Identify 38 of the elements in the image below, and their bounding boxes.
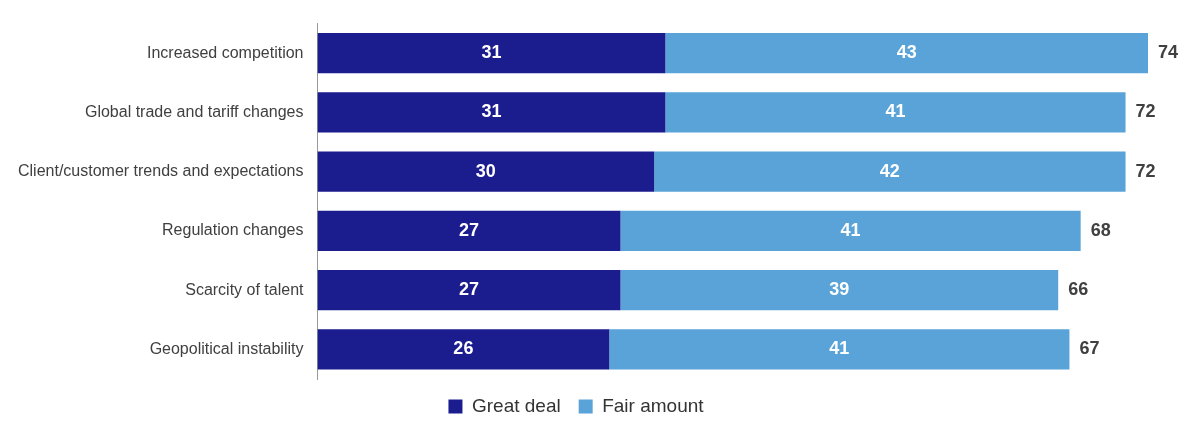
bar (620, 270, 1059, 311)
y-tick-label: Client/customer trends and expectations (18, 162, 304, 180)
data-label: 39 (829, 279, 850, 300)
total-label: 66 (1068, 279, 1089, 300)
data-label: 26 (453, 338, 474, 359)
data-label: 30 (475, 160, 496, 181)
bar (665, 33, 1148, 74)
bar (620, 210, 1081, 252)
bar (317, 92, 666, 133)
total-label: 74 (1158, 42, 1179, 63)
data-label: 27 (458, 219, 480, 240)
data-label: 43 (896, 42, 917, 63)
bar (654, 151, 1126, 192)
legend-label: Great deal (471, 394, 561, 416)
bar (609, 329, 1070, 370)
bar (317, 151, 655, 192)
data-label: 42 (879, 160, 900, 181)
data-label: 41 (840, 219, 861, 240)
bar (317, 329, 610, 370)
y-tick-label: Regulation changes (162, 221, 304, 239)
data-label: 41 (829, 338, 850, 359)
total-label: 72 (1135, 160, 1156, 181)
total-label: 72 (1135, 101, 1156, 122)
total-label: 67 (1079, 338, 1100, 359)
bar (665, 92, 1126, 133)
data-label: 31 (481, 101, 502, 122)
data-label: 41 (885, 101, 906, 122)
y-tick-label: Increased competition (146, 43, 304, 61)
bar (317, 270, 621, 311)
bar (317, 210, 621, 252)
bar (317, 33, 666, 74)
total-label: 68 (1090, 219, 1111, 240)
legend-label: Fair amount (602, 394, 705, 416)
y-tick-label: Geopolitical instability (149, 339, 304, 357)
data-label: 31 (481, 42, 502, 63)
data-label: 27 (458, 279, 480, 300)
y-tick-label: Scarcity of talent (185, 280, 305, 298)
y-tick-label: Global trade and tariff changes (84, 102, 304, 120)
